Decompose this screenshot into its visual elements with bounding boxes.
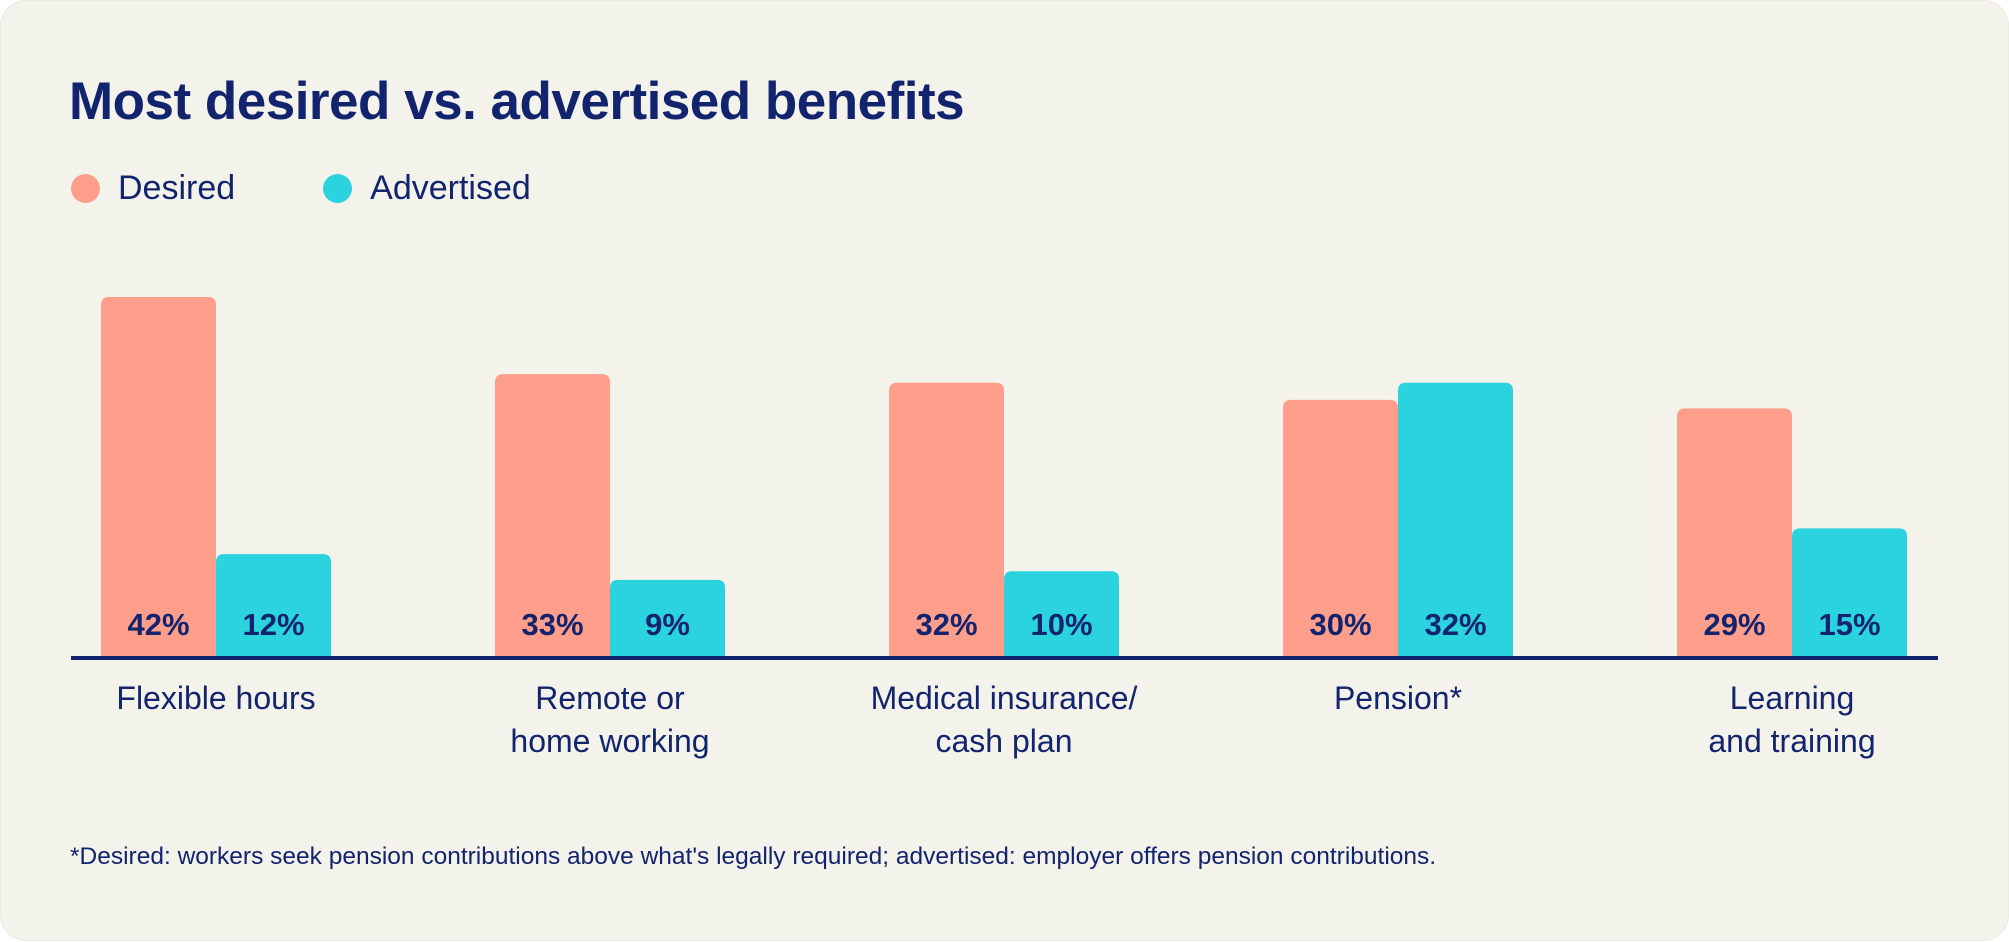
x-tick-label-line: Pension*	[1333, 680, 1463, 716]
bar-desired-0	[101, 297, 216, 657]
x-tick-label: Medical insurance/cash plan	[824, 677, 1184, 763]
data-label-desired-3: 30%	[1309, 607, 1371, 642]
data-label-desired-1: 33%	[521, 607, 583, 642]
legend-label-desired: Desired	[118, 169, 236, 207]
data-label-advertised-1: 9%	[645, 607, 690, 642]
bar-advertised-4	[1792, 528, 1907, 657]
data-label-advertised-4: 15%	[1818, 607, 1880, 642]
bar-desired-1	[495, 374, 610, 657]
data-label-advertised-0: 12%	[242, 607, 304, 642]
x-tick-label-line: home working	[510, 723, 710, 759]
x-tick-label: Remote or home working	[430, 677, 790, 763]
bar-advertised-0	[216, 554, 331, 657]
x-tick-label-line: Remote or	[535, 680, 685, 716]
data-label-advertised-3: 32%	[1424, 607, 1486, 642]
x-axis-line	[71, 656, 1938, 660]
legend-item-desired: Desired	[71, 169, 235, 208]
chart-title: Most desired vs. advertised benefits	[69, 72, 965, 131]
data-label-desired-2: 32%	[915, 607, 977, 642]
bar-advertised-1	[610, 579, 725, 657]
data-label-desired-4: 29%	[1703, 607, 1765, 642]
x-tick-label-line: cash plan	[935, 723, 1073, 759]
legend: Desired Advertised	[71, 169, 619, 208]
legend-item-advertised: Advertised	[323, 169, 531, 208]
x-tick-label-line: Medical insurance/	[870, 680, 1138, 716]
legend-label-advertised: Advertised	[370, 169, 531, 207]
bar-desired-4	[1677, 408, 1792, 657]
footnote: *Desired: workers seek pension contribut…	[70, 843, 1437, 870]
data-label-advertised-2: 10%	[1030, 607, 1092, 642]
x-tick-label-line: Flexible hours	[116, 680, 316, 716]
x-tick-label: Learning and training	[1612, 677, 1972, 763]
legend-swatch-advertised	[323, 174, 353, 203]
x-tick-label-line: and training	[1708, 723, 1876, 759]
legend-swatch-desired	[71, 174, 100, 203]
bar-desired-3	[1283, 399, 1398, 657]
x-tick-label: Flexible hours	[36, 677, 396, 720]
bar-desired-2	[889, 382, 1004, 657]
x-tick-label-line: Learning	[1729, 680, 1855, 716]
x-tick-label: Pension*	[1218, 677, 1578, 720]
bar-advertised-2	[1004, 571, 1119, 657]
data-label-desired-0: 42%	[127, 607, 189, 642]
bar-advertised-3	[1398, 382, 1513, 657]
